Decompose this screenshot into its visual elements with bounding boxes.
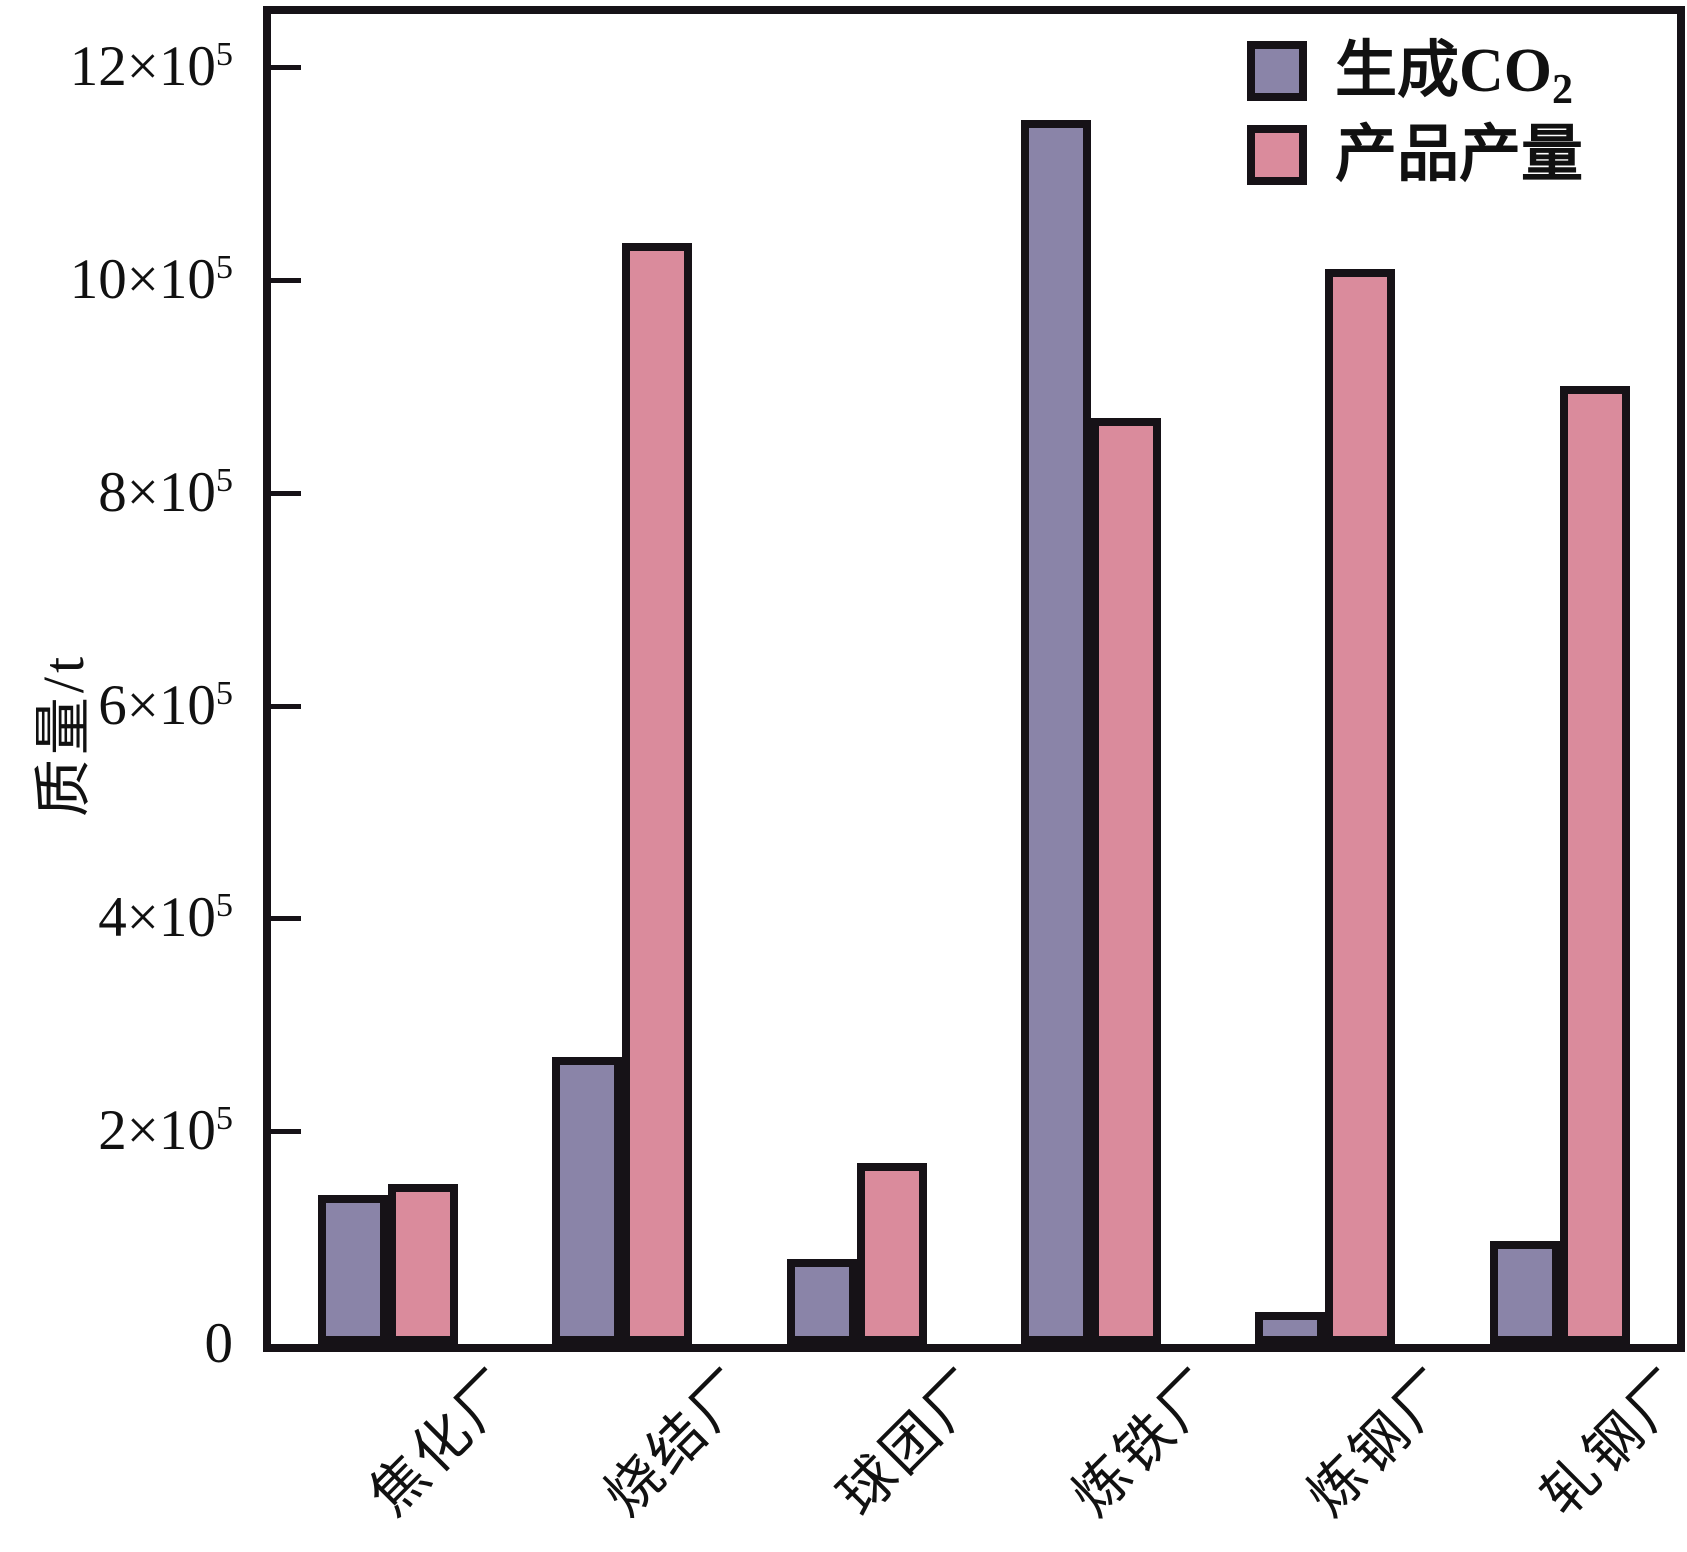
legend-row-2: 产品产量: [1247, 124, 1583, 186]
bar-co2: [318, 1195, 389, 1344]
x-tick-label: 焦化厂: [358, 1356, 530, 1528]
bar-group-2: [505, 14, 739, 1344]
bar-group-5: [1208, 14, 1442, 1344]
y-tick-label-layer: 0 2×105 4×105 6×105 8×105 10×105 12×105: [0, 0, 233, 1552]
bar-product: [622, 243, 693, 1344]
y-tick-label: 4×105: [98, 886, 233, 949]
bar-co2: [786, 1259, 857, 1344]
legend-row-1: 生成CO2: [1247, 37, 1583, 113]
bar-product: [388, 1184, 459, 1344]
bar-product: [1559, 386, 1630, 1344]
bar-group-6: [1443, 14, 1677, 1344]
bar-product: [1091, 418, 1162, 1344]
y-tick-mark: [271, 65, 301, 70]
x-tick-label: 炼铁厂: [1061, 1356, 1233, 1528]
x-tick-label: 球团厂: [827, 1356, 999, 1528]
bar-product: [1325, 269, 1396, 1344]
y-tick-label: 0: [204, 1312, 234, 1375]
bar-group-3: [740, 14, 974, 1344]
y-tick-label: 6×105: [98, 674, 233, 737]
y-tick-mark: [271, 916, 301, 921]
y-tick-mark: [271, 278, 301, 283]
bar-group-4: [974, 14, 1208, 1344]
bar-co2: [1255, 1312, 1326, 1344]
y-tick-label: 2×105: [98, 1099, 233, 1162]
bar-co2: [1489, 1241, 1560, 1344]
legend-swatch-product: [1247, 125, 1307, 185]
bar-product: [856, 1163, 927, 1344]
x-tick-label: 烧结厂: [592, 1356, 764, 1528]
legend-label: 生成CO2: [1335, 37, 1574, 113]
legend: 生成CO2 产品产量: [1247, 40, 1583, 208]
bar-co2: [552, 1057, 623, 1344]
legend-label: 产品产量: [1335, 121, 1584, 189]
y-tick-mark: [271, 704, 301, 709]
bar-group-1: [271, 14, 505, 1344]
y-tick-mark: [271, 1129, 301, 1134]
y-tick-label: 8×105: [98, 461, 233, 524]
plot-frame: [263, 6, 1685, 1352]
y-tick-label: 12×105: [69, 35, 233, 98]
y-tick-mark: [271, 491, 301, 496]
bar-co2: [1021, 120, 1092, 1344]
legend-swatch-co2: [1247, 41, 1307, 101]
x-tick-label: 轧钢厂: [1530, 1356, 1687, 1528]
y-tick-label: 10×105: [69, 248, 233, 311]
plot-area: [271, 14, 1677, 1344]
x-tick-label: 炼钢厂: [1295, 1356, 1467, 1528]
